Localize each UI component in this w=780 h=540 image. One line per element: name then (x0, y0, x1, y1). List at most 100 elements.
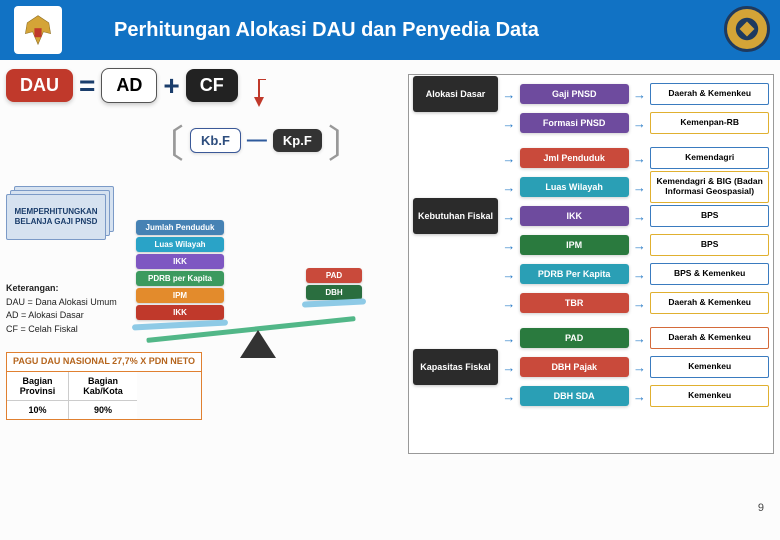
left-panel: DAU = AD + CF 〔 Kb.F — Kp.F 〕 MEMPERHITU… (6, 68, 406, 168)
fulcrum-icon (240, 330, 276, 358)
item-box: DBH Pajak (520, 357, 629, 377)
arrow-right-icon: → (633, 267, 647, 282)
pagu-val: 90% (69, 400, 137, 419)
pill-cf: CF (186, 69, 238, 102)
arrow-right-icon: → (633, 180, 647, 195)
legend-line: CF = Celah Fiskal (6, 323, 117, 337)
provider-row: →Formasi PNSD→Kemenpan-RB (413, 110, 769, 136)
item-box: IKK (520, 206, 629, 226)
balance-left-item: IKK (136, 305, 224, 320)
item-box: Formasi PNSD (520, 113, 629, 133)
garuda-logo-box (14, 6, 62, 54)
arrow-right-icon: → (502, 296, 516, 311)
provider-row: Kapasitas Fiskal→DBH Pajak→Kemenkeu (413, 354, 769, 380)
balance-right-item: DBH (306, 285, 362, 300)
category-box: Kebutuhan Fiskal (413, 198, 498, 234)
balance-left-item: IPM (136, 288, 224, 303)
pill-kpf: Kp.F (273, 129, 322, 152)
balance-left-item: Luas Wilayah (136, 237, 224, 252)
garuda-icon (20, 12, 56, 48)
op-plus: + (163, 70, 179, 102)
arrow-down-icon (252, 79, 266, 109)
header: Perhitungan Alokasi DAU dan Penyedia Dat… (0, 0, 780, 60)
provider-row: →Jml Penduduk→Kemendagri (413, 145, 769, 171)
providers-panel: Alokasi Dasar→Gaji PNSD→Daerah & Kemenke… (408, 74, 774, 454)
provider-box: Kemendagri (650, 147, 769, 169)
arrow-right-icon: → (633, 296, 647, 311)
item-box: PDRB Per Kapita (520, 264, 629, 284)
item-box: PAD (520, 328, 629, 348)
provider-row: →PAD→Daerah & Kemenkeu (413, 325, 769, 351)
provider-box: Daerah & Kemenkeu (650, 83, 769, 105)
provider-box: Daerah & Kemenkeu (650, 327, 769, 349)
op-eq: = (79, 70, 95, 102)
arrow-right-icon: → (502, 209, 516, 224)
provider-box: Kemenpan-RB (650, 112, 769, 134)
pagu-col-h: Bagian Kab/Kota (69, 372, 137, 400)
legend-line: AD = Alokasi Dasar (6, 309, 117, 323)
pill-kbf: Kb.F (190, 128, 241, 153)
stack-label: MEMPERHITUNGKAN BELANJA GAJI PNSD (6, 194, 106, 240)
legend-title: Keterangan: (6, 282, 117, 296)
page-number: 9 (758, 502, 764, 514)
arrow-right-icon: → (633, 209, 647, 224)
balance-left-item: PDRB per Kapita (136, 271, 224, 286)
pill-ad: AD (101, 68, 157, 103)
bracket-l: 〔 (146, 113, 184, 168)
arrow-right-icon: → (633, 87, 647, 102)
provider-row: →Luas Wilayah→Kemendagri & BIG (Badan In… (413, 174, 769, 200)
provider-row: Alokasi Dasar→Gaji PNSD→Daerah & Kemenke… (413, 81, 769, 107)
arrow-right-icon: → (633, 151, 647, 166)
balance-left-item: Jumlah Penduduk (136, 220, 224, 235)
arrow-right-icon: → (502, 389, 516, 404)
item-box: DBH SDA (520, 386, 629, 406)
pagu-val: 10% (7, 400, 69, 419)
provider-box: BPS (650, 205, 769, 227)
arrow-right-icon: → (502, 87, 516, 102)
op-minus: — (247, 129, 267, 152)
provider-row: →PDRB Per Kapita→BPS & Kemenkeu (413, 261, 769, 287)
arrow-right-icon: → (633, 331, 647, 346)
provider-box: Daerah & Kemenkeu (650, 292, 769, 314)
provider-row: →IPM→BPS (413, 232, 769, 258)
provider-row: Kebutuhan Fiskal→IKK→BPS (413, 203, 769, 229)
arrow-right-icon: → (633, 238, 647, 253)
bracket-r: 〕 (328, 113, 366, 168)
page-title: Perhitungan Alokasi DAU dan Penyedia Dat… (114, 19, 539, 42)
provider-row: →TBR→Daerah & Kemenkeu (413, 290, 769, 316)
provider-box: BPS (650, 234, 769, 256)
arrow-right-icon: → (633, 360, 647, 375)
item-box: Luas Wilayah (520, 177, 629, 197)
provider-row: →DBH SDA→Kemenkeu (413, 383, 769, 409)
arrow-right-icon: → (502, 331, 516, 346)
legend: Keterangan: DAU = Dana Alokasi Umum AD =… (6, 282, 117, 336)
arrow-right-icon: → (502, 238, 516, 253)
arrow-right-icon: → (633, 389, 647, 404)
provider-box: Kemenkeu (650, 356, 769, 378)
pagu-table: PAGU DAU NASIONAL 27,7% X PDN NETO Bagia… (6, 352, 202, 420)
arrow-right-icon: → (502, 180, 516, 195)
stack-cards: MEMPERHITUNGKAN BELANJA GAJI PNSD (6, 186, 118, 242)
legend-line: DAU = Dana Alokasi Umum (6, 296, 117, 310)
pagu-col-h: Bagian Provinsi (7, 372, 69, 400)
arrow-right-icon: → (633, 116, 647, 131)
balance-right-item: PAD (306, 268, 362, 283)
sub-formula: 〔 Kb.F — Kp.F 〕 (146, 113, 406, 168)
balance-left-item: IKK (136, 254, 224, 269)
item-box: TBR (520, 293, 629, 313)
balance-scale: Jumlah Penduduk Luas Wilayah IKK PDRB per K… (136, 168, 396, 358)
category-box: Alokasi Dasar (413, 76, 498, 112)
provider-box: Kemenkeu (650, 385, 769, 407)
provider-box: Kemendagri & BIG (Badan Informasi Geospa… (650, 171, 769, 203)
arrow-right-icon: → (502, 360, 516, 375)
provider-box: BPS & Kemenkeu (650, 263, 769, 285)
category-box: Kapasitas Fiskal (413, 349, 498, 385)
arrow-right-icon: → (502, 267, 516, 282)
main-formula: DAU = AD + CF (6, 68, 406, 103)
item-box: Gaji PNSD (520, 84, 629, 104)
item-box: IPM (520, 235, 629, 255)
pill-dau: DAU (6, 69, 73, 102)
arrow-right-icon: → (502, 151, 516, 166)
kemenkeu-logo (724, 6, 770, 52)
item-box: Jml Penduduk (520, 148, 629, 168)
